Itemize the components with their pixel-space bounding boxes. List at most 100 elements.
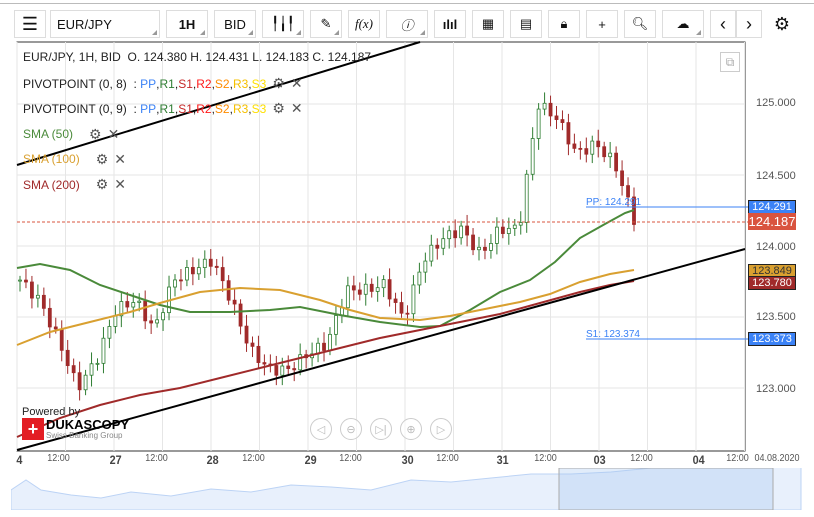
prev-button[interactable]: ‹ bbox=[710, 10, 736, 38]
time-tick: 4 bbox=[16, 453, 23, 467]
candle bbox=[214, 265, 219, 268]
pivot-part: R3 bbox=[232, 101, 249, 116]
zoom-in-button[interactable]: ⊕ bbox=[400, 418, 422, 440]
candle bbox=[41, 294, 46, 309]
settings-button[interactable]: ⚙ bbox=[768, 10, 796, 38]
scroll-left-button[interactable]: ◁ bbox=[310, 418, 332, 440]
time-tick: 04 bbox=[692, 453, 705, 467]
upload-icon: ☁ bbox=[676, 16, 690, 31]
menu-button[interactable]: ☰ bbox=[14, 10, 46, 38]
next-icon: › bbox=[746, 13, 752, 34]
close-icon[interactable]: ✕ bbox=[290, 75, 303, 91]
candle bbox=[113, 315, 118, 327]
expand-icon[interactable]: ⧉ bbox=[720, 52, 740, 72]
gear-icon[interactable]: ⚙ bbox=[95, 150, 109, 167]
close-icon[interactable]: ✕ bbox=[290, 100, 303, 117]
candle bbox=[292, 368, 297, 371]
crosshair-icon: + bbox=[598, 16, 606, 32]
pivot-part: PP bbox=[140, 101, 157, 116]
candle bbox=[560, 119, 565, 123]
info-icon: ⓘ bbox=[400, 17, 414, 33]
candle bbox=[423, 260, 428, 273]
candle bbox=[471, 234, 475, 251]
time-tick: 12:00 bbox=[436, 453, 459, 464]
candle bbox=[578, 147, 583, 150]
ohlc-legend: EUR/JPY, 1H, BID O. 124.380 H. 124.431 L… bbox=[23, 50, 371, 64]
indicator-name: PIVOTPOINT (0, 9) bbox=[23, 101, 127, 116]
zoom-in-icon: ⊕ bbox=[406, 423, 416, 436]
function-icon: f(x) bbox=[354, 16, 374, 31]
upload-button[interactable]: ☁ bbox=[662, 10, 704, 38]
crosshair-button[interactable]: + bbox=[586, 10, 618, 38]
gear-icon[interactable]: ⚙ bbox=[95, 176, 109, 193]
top-border bbox=[0, 3, 814, 4]
navigator[interactable] bbox=[11, 468, 803, 510]
draw-icon: ✎ bbox=[320, 16, 332, 31]
powered-by-text: Powered by bbox=[22, 406, 81, 418]
time-tick: 12:00 bbox=[534, 453, 557, 464]
symbol-select[interactable]: EUR/JPY bbox=[50, 10, 160, 38]
prev-icon: ‹ bbox=[720, 13, 726, 34]
sma200-line bbox=[16, 280, 635, 438]
pivot-part: R1 bbox=[159, 76, 175, 91]
zoom-out-icon: ⊖ bbox=[346, 423, 356, 436]
pivot-part: S1 bbox=[178, 76, 193, 91]
pivot-part: R2 bbox=[196, 101, 212, 116]
indicator-name: SMA (50) bbox=[23, 127, 74, 142]
next-button[interactable]: › bbox=[736, 10, 762, 38]
pivot-part: PP bbox=[140, 76, 157, 91]
chart-type-button[interactable]: ╿╽╿ bbox=[262, 10, 304, 38]
candle bbox=[71, 365, 76, 374]
scroll-right-button[interactable]: ▷ bbox=[430, 418, 452, 440]
candle bbox=[524, 173, 529, 223]
lock-button[interactable]: 🔒︎ bbox=[548, 10, 580, 38]
report-button[interactable]: ▤ bbox=[510, 10, 542, 38]
navigator-window bbox=[558, 468, 774, 510]
candle bbox=[602, 146, 607, 158]
time-tick: 31 bbox=[496, 453, 509, 467]
trend-line-upper[interactable] bbox=[16, 41, 421, 166]
candle bbox=[232, 299, 237, 305]
candle bbox=[405, 312, 410, 315]
candle bbox=[149, 320, 154, 324]
gear-icon[interactable]: ⚙ bbox=[89, 125, 102, 142]
close-icon[interactable]: ✕ bbox=[107, 125, 120, 142]
candle bbox=[137, 300, 142, 303]
close-icon[interactable]: ✕ bbox=[114, 176, 127, 193]
price-tick: 124.000 bbox=[756, 241, 796, 253]
price-tick: 125.000 bbox=[756, 97, 796, 109]
info-button[interactable]: ⓘ bbox=[386, 10, 428, 38]
candle bbox=[208, 258, 213, 267]
zoom-out-button[interactable]: ⊖ bbox=[340, 418, 362, 440]
zoom-icon: 🔍︎ bbox=[631, 16, 649, 31]
sma100-line bbox=[16, 269, 635, 346]
ohlc-low: L. 124.183 bbox=[252, 50, 309, 64]
pivot-part: R3 bbox=[232, 76, 249, 91]
gear-icon[interactable]: ⚙ bbox=[272, 75, 285, 91]
candle bbox=[83, 374, 88, 391]
go-to-end-button[interactable]: ▷| bbox=[370, 418, 392, 440]
close-icon[interactable]: ✕ bbox=[114, 150, 127, 167]
ohlc-symbol: EUR/JPY, 1H, BID bbox=[23, 50, 121, 64]
trend-line-lower[interactable] bbox=[16, 248, 746, 451]
candle bbox=[512, 224, 517, 229]
candle bbox=[375, 287, 380, 292]
timeframe-select[interactable]: 1H bbox=[166, 10, 208, 38]
time-tick: 30 bbox=[401, 453, 414, 467]
pp-line-label: PP: 124.291 bbox=[586, 197, 642, 208]
candle bbox=[351, 285, 356, 291]
volume-button[interactable]: ılıl bbox=[434, 10, 466, 38]
candle bbox=[18, 279, 22, 282]
indicators-button[interactable]: f(x) bbox=[348, 10, 380, 38]
price-type-select[interactable]: BID bbox=[214, 10, 256, 38]
price-tick: 123.500 bbox=[756, 311, 796, 323]
gear-icon[interactable]: ⚙ bbox=[272, 100, 285, 117]
zoom-button[interactable]: 🔍︎ bbox=[624, 10, 656, 38]
indicator-legend: PIVOTPOINT (0, 9) : PP, R1, S1, R2, S2, … bbox=[23, 100, 303, 117]
ohlc-open: O. 124.380 bbox=[127, 50, 187, 64]
draw-button[interactable]: ✎ bbox=[310, 10, 342, 38]
candle bbox=[387, 279, 392, 300]
calendar-button[interactable]: ▦ bbox=[472, 10, 504, 38]
candle bbox=[173, 279, 177, 288]
